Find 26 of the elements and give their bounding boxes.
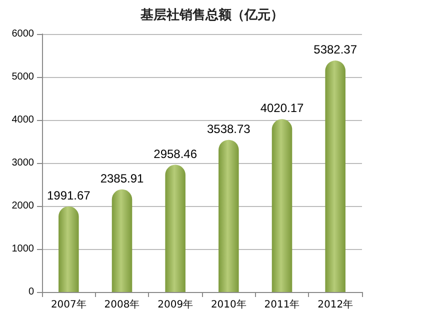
y-tick-label: 1000 (12, 244, 34, 254)
x-tick-label: 2011年 (264, 298, 300, 310)
y-tick-label: 4000 (12, 114, 34, 126)
data-label: 2385.91 (100, 171, 144, 186)
y-tick-label: 3000 (12, 158, 34, 168)
data-label: 4020.17 (260, 101, 304, 116)
x-tick-label: 2009年 (158, 298, 194, 310)
bar (218, 140, 239, 292)
bar (272, 119, 292, 292)
bar (58, 206, 79, 292)
chart-title: 基层社销售总额（亿元） (140, 7, 284, 23)
y-tick-label: 2000 (12, 200, 34, 212)
y-tick-label: 5000 (12, 72, 34, 82)
x-tick-label: 2010年 (210, 298, 246, 310)
y-tick-label: 6000 (12, 28, 34, 40)
data-label: 5382.37 (314, 42, 358, 57)
bar (325, 60, 346, 292)
bar (165, 164, 186, 292)
bar (112, 189, 132, 292)
y-tick-label: 0 (28, 286, 34, 298)
data-label: 3538.73 (206, 122, 251, 136)
x-tick-label: 2007年 (50, 298, 86, 310)
x-tick-label: 2008年 (104, 298, 140, 310)
data-label: 2958.46 (154, 146, 198, 161)
data-label: 1991.67 (46, 188, 91, 202)
x-tick-label: 2012年 (318, 298, 354, 310)
